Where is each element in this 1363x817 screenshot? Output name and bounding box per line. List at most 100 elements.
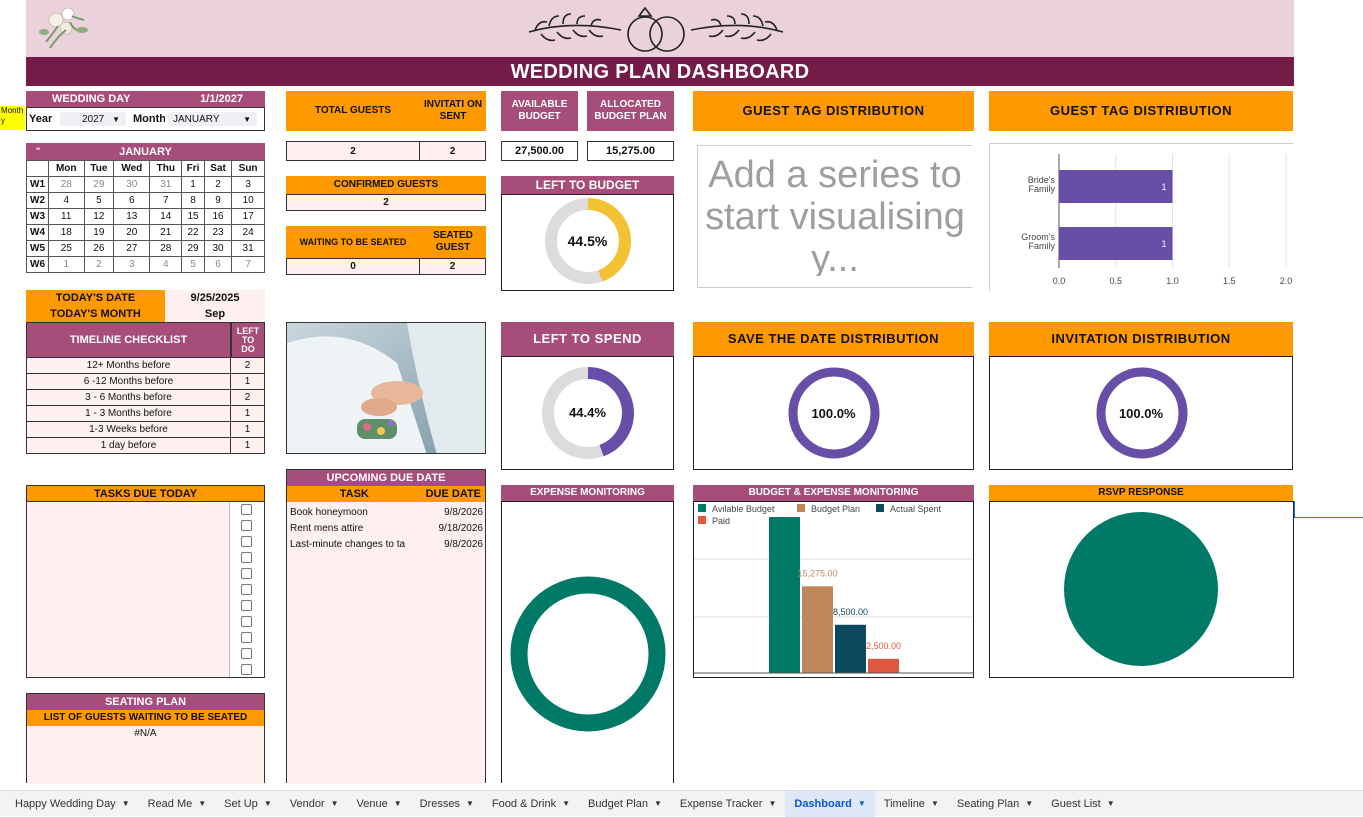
rsvp-pie-chart <box>1064 512 1218 666</box>
bar <box>868 658 899 673</box>
x-tick-label: 1.5 <box>1223 276 1236 286</box>
x-tick-label: 0.5 <box>1109 276 1122 286</box>
invitation-dist-title: INVITATION DISTRIBUTION <box>989 322 1293 356</box>
calendar-day: 10 <box>231 192 265 209</box>
chevron-down-icon[interactable]: ▼ <box>330 799 339 808</box>
chevron-down-icon[interactable]: ▼ <box>198 799 207 808</box>
sheet-tab[interactable]: Vendor ▼ <box>281 791 348 817</box>
year-value: 2027 <box>82 113 105 125</box>
calendar-day: 2 <box>203 176 233 193</box>
confirmed-guests-value: 2 <box>286 194 486 211</box>
chevron-down-icon: ▼ <box>243 114 251 124</box>
task-checkbox[interactable] <box>241 632 252 643</box>
chevron-down-icon[interactable]: ▼ <box>393 799 402 808</box>
sheet-tab[interactable]: Timeline ▼ <box>875 791 948 817</box>
timeline-row: 6 -12 Months before 1 <box>26 374 265 390</box>
chevron-down-icon[interactable]: ▼ <box>1025 799 1034 808</box>
save-the-date-percent: 100.0% <box>811 406 856 421</box>
task-checkbox[interactable] <box>241 648 252 659</box>
sheet-tab-label: Expense Tracker <box>679 797 763 810</box>
left-to-budget-donut <box>545 198 631 284</box>
year-select[interactable]: 2027 ▼ <box>60 112 126 126</box>
chevron-down-icon[interactable]: ▼ <box>857 799 866 808</box>
month-select[interactable]: JANUARY ▼ <box>167 112 257 126</box>
chevron-down-icon[interactable]: ▼ <box>466 799 474 808</box>
chevron-down-icon[interactable]: ▼ <box>121 799 130 808</box>
calendar-header: " JANUARY <box>26 143 265 160</box>
calendar-day: 31 <box>231 240 265 257</box>
calendar-day: 13 <box>113 208 151 225</box>
sheet-tab[interactable]: Set Up ▼ <box>215 791 281 817</box>
sheet-tab[interactable]: Dresses ▼ <box>411 791 483 817</box>
timeline-rows: 12+ Months before 2 6 -12 Months before 1 3 … <box>26 358 265 454</box>
calendar-day: 17 <box>231 208 265 225</box>
bar <box>802 586 833 673</box>
side-note: Month y <box>0 106 25 130</box>
task-checkbox[interactable] <box>241 520 252 531</box>
task-checkbox[interactable] <box>241 584 252 595</box>
chevron-down-icon[interactable]: ▼ <box>653 799 662 808</box>
header-banner <box>26 0 1294 57</box>
page-title: WEDDING PLAN DASHBOARD <box>26 57 1294 86</box>
wedding-rings-icon <box>528 6 784 52</box>
task-checkbox[interactable] <box>241 664 252 675</box>
sheet-tab[interactable]: Seating Plan ▼ <box>948 791 1042 817</box>
sheet-tab[interactable]: Guest List ▼ <box>1042 791 1123 817</box>
budget-expense-card: Avilable Budget Budget Plan Actual Spent Pa… <box>693 501 974 678</box>
x-tick-label: 2.0 <box>1280 276 1293 286</box>
calendar-day: 3 <box>113 256 151 273</box>
bar <box>835 624 866 673</box>
task-checkbox[interactable] <box>241 600 252 611</box>
upcoming-row: Last-minute changes to ta 9/8/2026 <box>287 536 485 552</box>
sheet-tab[interactable]: Food & Drink ▼ <box>483 791 579 817</box>
today-month-value: Sep <box>165 306 265 322</box>
save-the-date-title: SAVE THE DATE DISTRIBUTION <box>693 322 974 356</box>
bar <box>769 517 800 673</box>
sheet-tab[interactable]: Expense Tracker ▼ <box>671 791 785 817</box>
allocated-budget-value: 15,275.00 <box>587 141 674 161</box>
sheet-tab[interactable]: Happy Wedding Day ▼ <box>6 791 139 817</box>
calendar-day: 20 <box>113 224 151 241</box>
week-label: W2 <box>26 192 49 209</box>
available-budget-label: AVAILABLE BUDGET <box>501 91 578 131</box>
chevron-down-icon[interactable]: ▼ <box>562 799 571 808</box>
upcoming-row: Rent mens attire 9/18/2026 <box>287 520 485 536</box>
bar-value-label: 1 <box>1161 239 1166 249</box>
selected-cell[interactable] <box>1294 501 1363 518</box>
expense-monitoring-title: EXPENSE MONITORING <box>501 485 674 501</box>
timeline-value: 1 <box>231 438 265 454</box>
calendar-day: 9 <box>203 192 233 209</box>
week-label: W6 <box>26 256 49 273</box>
task-checkbox[interactable] <box>241 504 252 515</box>
week-label: W5 <box>26 240 49 257</box>
day-header: Mon <box>48 160 85 177</box>
timeline-label: 6 -12 Months before <box>26 374 231 390</box>
timeline-value: 2 <box>231 358 265 374</box>
chevron-down-icon[interactable]: ▼ <box>768 799 777 808</box>
bar-value-label: 1 <box>1161 182 1166 192</box>
upcoming-date-header: DUE DATE <box>421 486 485 502</box>
chevron-down-icon[interactable]: ▼ <box>263 799 272 808</box>
week-label: W3 <box>26 208 49 225</box>
task-checkbox[interactable] <box>241 536 252 547</box>
calendar-day: 21 <box>149 224 183 241</box>
bar-value-label: 8,500.00 <box>833 607 868 617</box>
wedding-day-header: WEDDING DAY 1/1/2027 <box>26 91 265 107</box>
task-checkbox[interactable] <box>241 552 252 563</box>
calendar-day: 22 <box>181 224 205 241</box>
sheet-tab[interactable]: Budget Plan ▼ <box>579 791 671 817</box>
day-header: Wed <box>113 160 151 177</box>
sheet-tab[interactable]: Venue ▼ <box>348 791 411 817</box>
task-checkbox[interactable] <box>241 616 252 627</box>
week-label: W1 <box>26 176 49 193</box>
wedding-photo <box>286 322 486 454</box>
timeline-value: 1 <box>231 374 265 390</box>
calendar-day: 12 <box>83 208 115 225</box>
sheet-tab[interactable]: Dashboard ▼ <box>785 790 875 817</box>
task-checkbox[interactable] <box>241 568 252 579</box>
rsvp-card <box>989 501 1294 678</box>
chevron-down-icon[interactable]: ▼ <box>930 799 939 808</box>
timeline-row: 1-3 Weeks before 1 <box>26 422 265 438</box>
sheet-tab[interactable]: Read Me ▼ <box>139 791 216 817</box>
chevron-down-icon[interactable]: ▼ <box>1106 799 1115 808</box>
